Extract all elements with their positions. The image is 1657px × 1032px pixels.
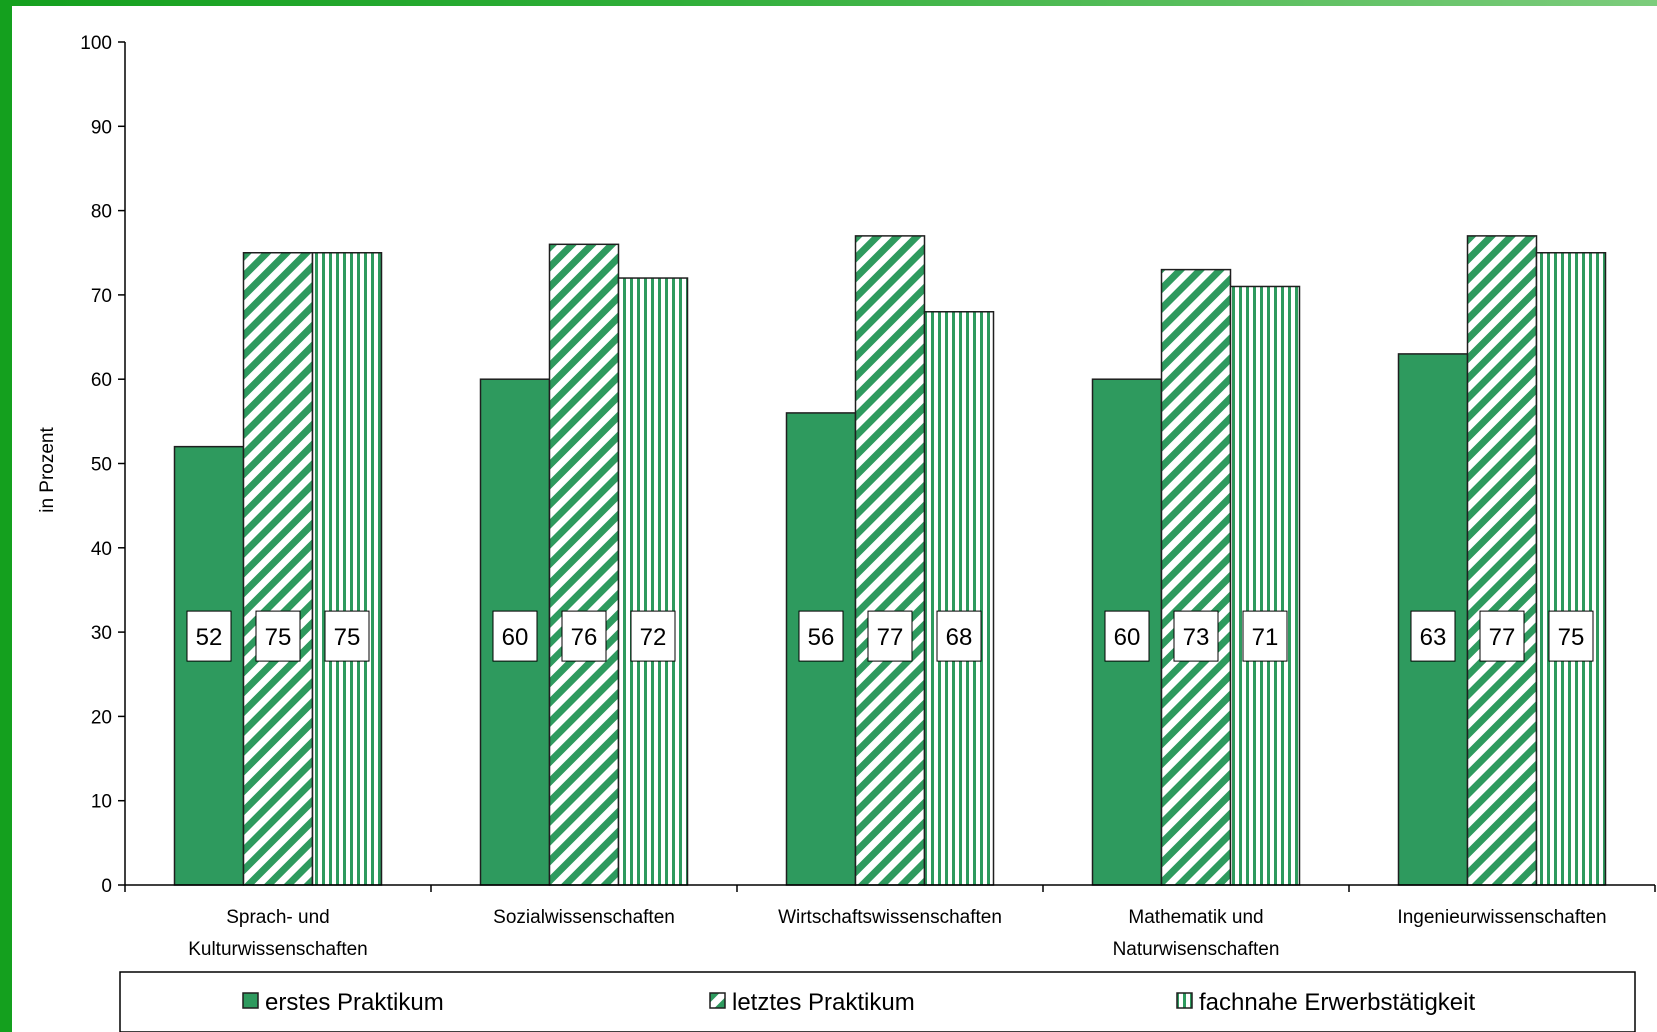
data-label-box [324, 610, 370, 662]
x-axis: Sprach- und Kulturwissenschaften Sozialwis… [124, 884, 1656, 960]
bar [311, 252, 383, 886]
y-tick-label: 80 [91, 202, 112, 223]
data-label: 56 [808, 624, 835, 651]
data-label-box [255, 610, 301, 662]
y-axis: 0 10 20 30 40 50 60 70 80 90 100 [80, 33, 126, 897]
data-label-box [798, 610, 844, 662]
data-label: 75 [1558, 624, 1585, 651]
legend-swatch [242, 992, 259, 1009]
legend-swatch [1176, 992, 1193, 1009]
data-label: 60 [1114, 624, 1141, 651]
data-label-box [867, 610, 913, 662]
legend-label: letztes Praktikum [732, 989, 915, 1016]
legend-items: erstes Praktikum letztes Praktikum fachnah… [242, 989, 1475, 1016]
data-label-box [1410, 610, 1456, 662]
data-label: 75 [334, 624, 361, 651]
data-label: 77 [1489, 624, 1516, 651]
data-label-box [1479, 610, 1525, 662]
y-tick-label: 90 [91, 117, 112, 138]
y-tick-label: 40 [91, 539, 112, 560]
y-axis-label: in Prozent [37, 427, 58, 513]
bar [617, 277, 689, 886]
data-label: 63 [1420, 624, 1447, 651]
category-label: Kulturwissenschaften [188, 939, 368, 960]
bar [1535, 252, 1607, 886]
y-tick-label: 10 [91, 792, 112, 813]
category-label: Sozialwissenschaften [493, 907, 675, 928]
category-label: Ingenieurwissenschaften [1397, 907, 1606, 928]
data-label-box [1173, 610, 1219, 662]
category-label: Naturwisenschaften [1113, 939, 1280, 960]
data-label: 52 [196, 624, 223, 651]
bar [242, 252, 314, 886]
top-accent-stripe [0, 0, 1657, 6]
y-tick-label: 70 [91, 286, 112, 307]
legend-swatch [709, 992, 726, 1009]
legend-label: erstes Praktikum [265, 989, 444, 1016]
y-tick-label: 50 [91, 455, 112, 476]
y-tick-label: 60 [91, 370, 112, 391]
data-label-box [186, 610, 232, 662]
data-label: 76 [571, 624, 598, 651]
data-label: 75 [265, 624, 292, 651]
bar [548, 243, 620, 886]
bar [1160, 268, 1232, 886]
data-label: 71 [1252, 624, 1279, 651]
bar [1229, 285, 1301, 886]
data-label-box [1104, 610, 1150, 662]
data-label-box [936, 610, 982, 662]
category-label: Sprach- und [226, 907, 330, 928]
data-label: 68 [946, 624, 973, 651]
bar [173, 445, 245, 886]
data-label: 72 [640, 624, 667, 651]
data-label: 60 [502, 624, 529, 651]
category-label: Wirtschaftswissenschaften [778, 907, 1002, 928]
data-label-box [1242, 610, 1288, 662]
bar [1466, 235, 1538, 886]
legend: erstes Praktikum letztes Praktikum fachnah… [119, 971, 1636, 1032]
legend-box [119, 971, 1636, 1032]
data-label-box [630, 610, 676, 662]
bar [854, 235, 926, 886]
bar [923, 311, 995, 886]
data-label: 77 [877, 624, 904, 651]
category-label: Mathematik und [1128, 907, 1263, 928]
data-label-box [1548, 610, 1594, 662]
data-label-box [492, 610, 538, 662]
bars: 52 75 75 60 76 72 56 77 68 60 73 71 63 77 75 [173, 235, 1607, 886]
y-tick-label: 0 [101, 876, 112, 897]
data-label: 73 [1183, 624, 1210, 651]
y-tick-label: 30 [91, 623, 112, 644]
data-label-box [561, 610, 607, 662]
y-tick-label: 20 [91, 707, 112, 728]
y-tick-label: 100 [80, 33, 112, 54]
legend-label: fachnahe Erwerbstätigkeit [1199, 989, 1475, 1016]
left-accent-stripe [0, 0, 12, 1032]
